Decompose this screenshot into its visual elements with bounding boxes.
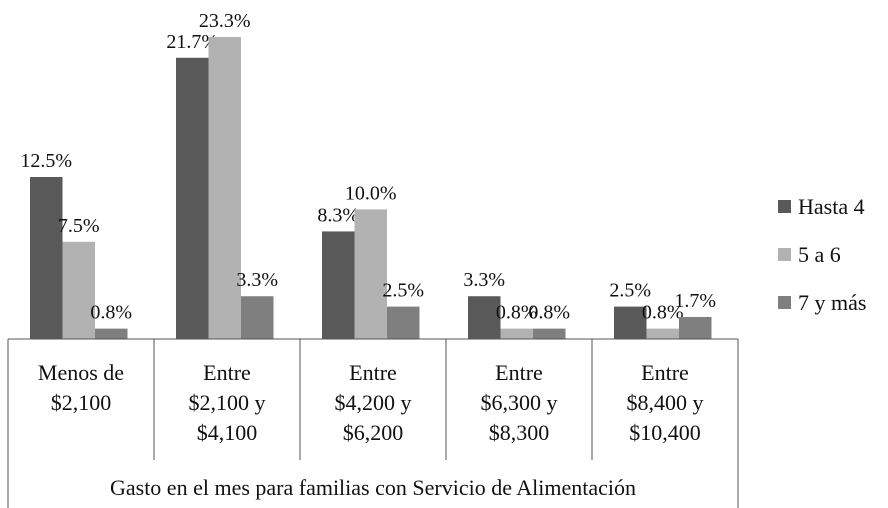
legend-label: 5 a 6 [798, 242, 841, 267]
data-label: 0.8% [496, 302, 538, 324]
legend-label: Hasta 4 [798, 194, 865, 219]
legend-label: 7 y más [798, 290, 866, 315]
bar [646, 328, 679, 339]
bar [500, 328, 533, 339]
legend-swatch [778, 296, 791, 309]
bar [614, 306, 647, 339]
data-label: 0.8% [90, 302, 132, 324]
data-label: 1.7% [674, 290, 716, 312]
bar [208, 37, 241, 339]
x-tick-label: Entre $8,400 y $10,400 [626, 360, 704, 445]
legend-swatch [778, 200, 791, 213]
bar [354, 209, 387, 339]
data-label: 3.3% [463, 269, 505, 291]
data-label: 12.5% [20, 150, 72, 172]
bar [62, 241, 95, 339]
bar [322, 231, 355, 339]
bar [387, 306, 420, 339]
bar [468, 296, 501, 339]
legend-swatch [778, 248, 791, 261]
bar [176, 57, 209, 339]
data-label: 8.3% [317, 204, 359, 226]
x-tick-label: Entre $6,300 y $8,300 [480, 360, 558, 445]
bar [30, 177, 63, 339]
x-tick-label: Entre $2,100 y $4,100 [188, 360, 266, 445]
data-label: 2.5% [382, 280, 424, 302]
x-tick-label: Entre $4,200 y $6,200 [334, 360, 412, 445]
bar [679, 316, 712, 339]
data-label: 21.7% [166, 31, 218, 53]
x-tick-label: Menos de $2,100 [37, 360, 125, 415]
data-label: 10.0% [345, 182, 397, 204]
bar [241, 296, 274, 339]
data-label: 2.5% [609, 280, 651, 302]
data-label: 0.8% [642, 302, 684, 324]
x-axis-title: Gasto en el mes para familias con Servic… [109, 475, 636, 500]
bar [95, 328, 128, 339]
data-label: 3.3% [236, 269, 278, 291]
data-label: 23.3% [199, 10, 251, 32]
data-label: 0.8% [528, 302, 570, 324]
bar [533, 328, 566, 339]
data-label: 7.5% [58, 215, 100, 237]
